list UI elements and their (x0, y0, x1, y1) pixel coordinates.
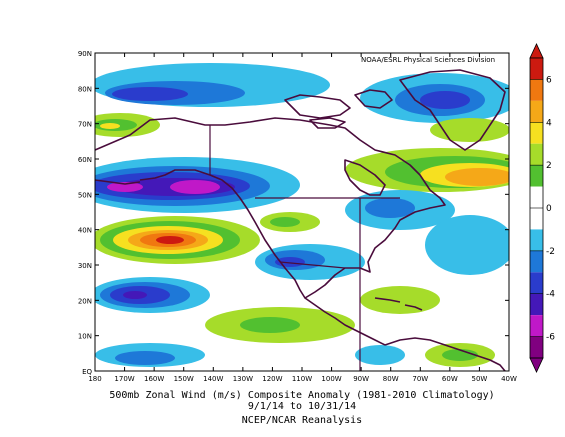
credit-box (349, 54, 508, 65)
colorbar: 6 4 2 0 -2 -4 -6 (529, 43, 555, 373)
colorbar-swatch (530, 272, 543, 294)
colorbar-swatch (530, 250, 543, 273)
political-boundaries (209, 125, 400, 371)
colorbar-label: -4 (546, 290, 555, 300)
anomaly-region-red-central-pacific (156, 236, 184, 244)
lat-tick-label: EQ (82, 368, 92, 376)
colorbar-label: -2 (546, 247, 555, 257)
lat-tick-label: 30N (78, 262, 92, 270)
plot-area: NOAA/ESRL Physical Sciences Division (94, 52, 510, 372)
colorbar-label: 4 (546, 118, 552, 128)
anomaly-region-darkgreen-tropical-atlantic (442, 349, 478, 361)
caption-dataset: NCEP/NCAR Reanalysis (242, 415, 362, 426)
anomaly-region-green-caribbean (360, 286, 440, 314)
lon-tick-label: 80W (383, 375, 399, 383)
anomaly-region-magenta-west-pacific (107, 182, 143, 192)
coastlines (95, 69, 506, 371)
anomaly-region-dark-blue-greenland (420, 91, 470, 109)
lat-tick-label: 60N (78, 156, 92, 164)
lon-tick-label: 150W (174, 375, 194, 383)
lat-tick-label: 80N (78, 85, 92, 93)
coastline-alaska-canada (95, 117, 446, 299)
colorbar-label: 6 (546, 75, 552, 85)
colorbar-max-arrow (529, 43, 544, 59)
credit-text: NOAA/ESRL Physical Sciences Division (361, 56, 495, 64)
boundary-us-mexico (279, 261, 346, 269)
colorbar-min-arrow (529, 357, 544, 373)
anomaly-shading (95, 63, 509, 367)
coastline-caribbean-islands (374, 297, 423, 311)
lat-tick-label: 10N (78, 333, 92, 341)
colorbar-swatch (530, 293, 543, 316)
lat-tick-label: 70N (78, 121, 92, 129)
colorbar-swatch (530, 58, 543, 80)
coastline-central-america (304, 297, 386, 346)
colorbar-swatch (530, 208, 543, 230)
lon-tick-label: 40W (501, 375, 517, 383)
caption-title: 500mb Zonal Wind (m/s) Composite Anomaly… (109, 390, 494, 401)
anomaly-region-dark-blue-arctic (112, 87, 188, 101)
colorbar-label: 2 (546, 161, 552, 171)
colorbar-swatch (530, 100, 543, 123)
anomaly-region-orange-atlantic-60n (445, 168, 509, 186)
lon-tick-label: 160W (144, 375, 164, 383)
latitude-axis: EQ 10N 20N 30N 40N 50N 60N 70N 80N 90N (78, 50, 509, 376)
colorbar-label: -6 (546, 333, 555, 343)
coastline-south-america (384, 337, 506, 371)
lat-tick-label: 50N (78, 191, 92, 199)
lon-tick-label: 60W (442, 375, 458, 383)
coastline-greenland (399, 69, 506, 151)
caption: 500mb Zonal Wind (m/s) Composite Anomaly… (109, 390, 494, 426)
colorbar-swatch (530, 165, 543, 187)
colorbar-swatch (530, 186, 543, 208)
lon-tick-label: 130W (233, 375, 253, 383)
lat-tick-label: 20N (78, 297, 92, 305)
coastline-aleutians (95, 179, 141, 185)
caption-date-range: 9/1/14 to 10/31/14 (248, 401, 356, 412)
lon-tick-label: 100W (321, 375, 341, 383)
colorbar-swatch (530, 122, 543, 144)
lon-tick-label: 70W (412, 375, 428, 383)
anomaly-region-light-blue-equatorial-atlantic (355, 345, 405, 365)
anomaly-region-magenta-north-pacific (170, 180, 220, 194)
coastline-hudson-bay (344, 159, 386, 196)
anomaly-region-purple-subtropical-pacific (123, 291, 147, 299)
longitude-axis: 180 170W 160W 150W 140W 130W 120W 110W 100W 90W 80… (88, 53, 517, 383)
lon-tick-label: 110W (292, 375, 312, 383)
anomaly-region-blue-equatorial-pacific (115, 351, 175, 365)
colorbar-label: 0 (546, 204, 552, 214)
lat-tick-label: 90N (78, 50, 92, 58)
colorbar-swatch (530, 336, 543, 358)
colorbar-swatch (530, 79, 543, 101)
lon-tick-label: 50W (472, 375, 488, 383)
anomaly-region-darkgreen-tropical-pacific (240, 317, 300, 333)
colorbar-swatch (530, 315, 543, 337)
anomaly-region-green-north-atlantic (430, 118, 509, 142)
lat-tick-label: 40N (78, 227, 92, 235)
lon-tick-label: 120W (262, 375, 282, 383)
anomaly-region-yellow-70n-west (100, 123, 120, 129)
coastline-arctic-archipelago (284, 89, 393, 129)
lon-tick-label: 180 (88, 375, 101, 383)
colorbar-swatch (530, 229, 543, 251)
anomaly-region-blue-east-us (365, 198, 415, 218)
anomaly-region-darkgreen-us-west (270, 217, 300, 227)
lon-tick-label: 90W (353, 375, 369, 383)
lon-tick-label: 140W (203, 375, 223, 383)
colorbar-swatch (530, 143, 543, 166)
lon-tick-label: 170W (114, 375, 134, 383)
anomaly-region-light-blue-subtropical-atlantic (425, 215, 509, 275)
